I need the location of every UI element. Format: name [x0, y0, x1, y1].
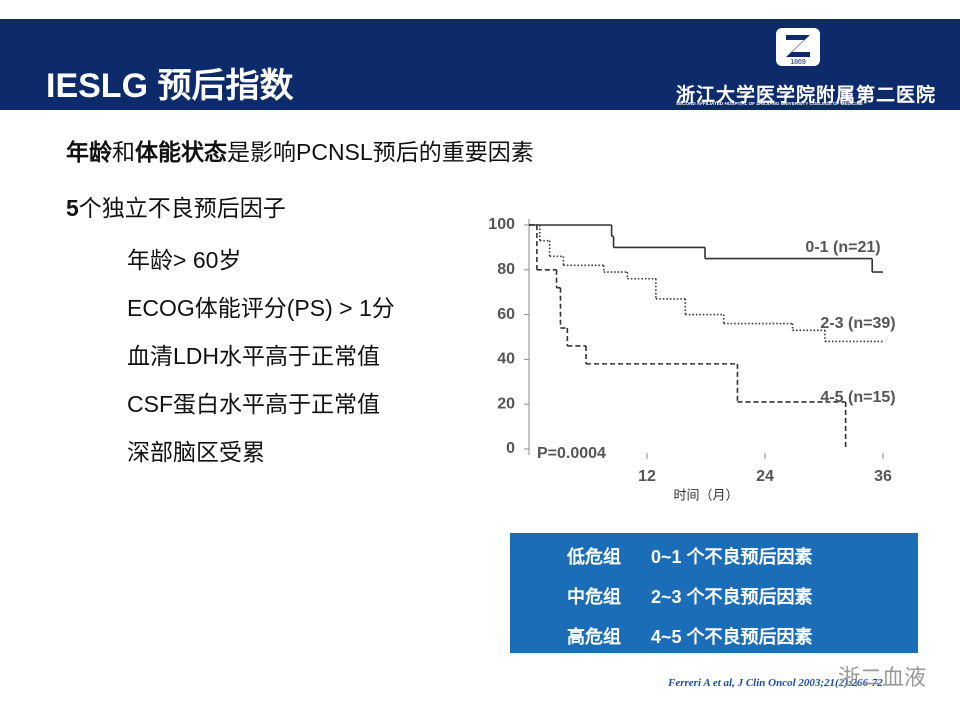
logo-year: 1869	[790, 59, 806, 66]
y-tick-label: 100	[488, 216, 515, 233]
intro-text: 年龄	[66, 139, 112, 165]
risk-factors: 0~1 个不良预后因素	[651, 547, 813, 567]
risk-group: 高危组	[567, 627, 621, 647]
risk-table: 低危组 0~1 个不良预后因素中危组 2~3 个不良预后因素高危组 4~5 个不良预后…	[510, 533, 918, 653]
series-label: 2-3 (n=39)	[820, 315, 895, 332]
survival-chart: 0 20 40 60 80 100 12 24 36 时间（月） P=0.0004 0-1 (n=21…	[488, 216, 895, 502]
watermark: 浙二血液	[838, 665, 927, 690]
logo: 1869	[776, 28, 820, 66]
series-label: 0-1 (n=21)	[805, 239, 880, 256]
y-tick-label: 60	[497, 306, 515, 323]
y-tick-label: 0	[506, 440, 515, 457]
factor-item: 年龄> 60岁	[127, 247, 242, 273]
y-tick-label: 40	[497, 351, 515, 368]
factor-item: 深部脑区受累	[127, 439, 265, 465]
x-tick-label: 36	[874, 468, 892, 485]
slide-title: IESLG 预后指数	[46, 67, 294, 105]
x-tick-label: 12	[638, 468, 656, 485]
x-tick-label: 24	[756, 468, 774, 485]
heading-text: 个独立不良预后因子	[78, 195, 286, 221]
risk-group: 中危组	[567, 587, 621, 607]
hospital-name: 浙江大学医学院附属第二医院	[676, 85, 937, 106]
risk-group: 低危组	[567, 547, 621, 567]
risk-factors: 2~3 个不良预后因素	[651, 587, 813, 607]
y-tick-label: 20	[497, 395, 515, 412]
series-label: 4-5 (n=15)	[820, 389, 895, 406]
factor-item: CSF蛋白水平高于正常值	[127, 391, 380, 417]
risk-factors: 4~5 个不良预后因素	[651, 627, 813, 647]
hospital-name-en: SECOND AFFILIATED HOSPITAL OF ZHEJIANG U…	[676, 101, 864, 106]
intro-line: 年龄和体能状态是影响PCNSL预后的重要因素	[66, 133, 534, 167]
intro-text: 是影响PCNSL预后的重要因素	[227, 139, 534, 165]
heading-text: 5	[66, 195, 79, 221]
factor-item: 血清LDH水平高于正常值	[127, 343, 381, 369]
intro-text: 体能状态	[135, 139, 227, 165]
factors-heading: 5个独立不良预后因子	[66, 189, 286, 223]
citation: Ferreri A et al, J Clin Oncol 2003;21(2)…	[668, 677, 883, 689]
intro-text: 和	[112, 139, 135, 165]
factor-item: ECOG体能评分(PS) > 1分	[127, 295, 395, 321]
x-axis-label: 时间（月）	[673, 487, 738, 502]
y-tick-label: 80	[497, 261, 515, 278]
annotation: P=0.0004	[537, 445, 606, 462]
